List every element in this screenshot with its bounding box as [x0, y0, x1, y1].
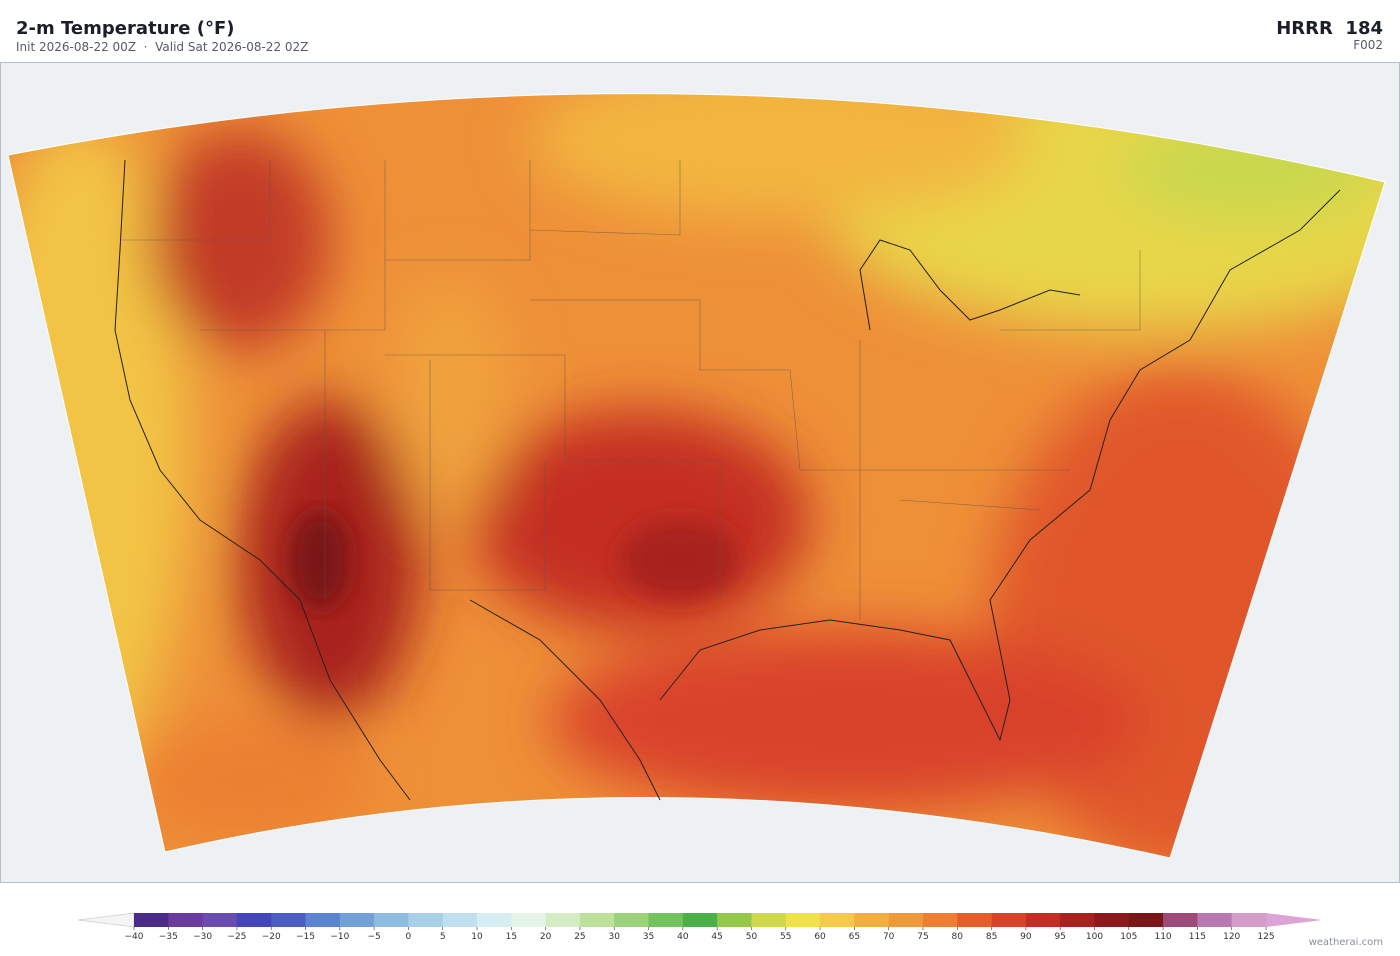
tick-label: −30: [193, 932, 212, 942]
tick-label: 100: [1086, 932, 1103, 942]
tick-label: 25: [574, 932, 585, 942]
tick-label: 90: [1020, 932, 1032, 942]
tick-label: 0: [406, 932, 412, 942]
tick-label: 10: [471, 932, 483, 942]
tick-label: 35: [643, 932, 654, 942]
tick-label: 5: [440, 932, 446, 942]
colorbar-segment: [682, 913, 718, 927]
colorbar-segment: [134, 913, 169, 927]
colorbar-segment: [648, 913, 684, 927]
tick-label: 60: [814, 932, 826, 942]
tick-label: −25: [227, 932, 246, 942]
credit: weatherai.com: [1309, 937, 1383, 948]
tick-label: 55: [780, 932, 791, 942]
colorbar: −40 −35 −30 −25 −20 −15 −10 −5 0 5 10 15 20 25 30 35 40 4…: [77, 912, 1322, 942]
tick-label: −20: [262, 932, 281, 942]
tick-label: 40: [677, 932, 689, 942]
title: 2-m Temperature (°F): [16, 18, 235, 39]
tick-label: 105: [1120, 932, 1137, 942]
tick-label: 85: [986, 932, 997, 942]
colorbar-segment: [408, 913, 444, 927]
tick-label: 20: [540, 932, 552, 942]
colorbar-segment: [374, 913, 409, 927]
tick-label: 95: [1054, 932, 1065, 942]
tick-label: −35: [159, 932, 178, 942]
tick-label: 45: [711, 932, 722, 942]
colorbar-over: [1266, 913, 1322, 927]
map: [0, 62, 1400, 883]
colorbar-segment: [717, 913, 752, 927]
colorbar-segment: [236, 913, 272, 927]
tick-label: −40: [125, 932, 144, 942]
colorbar-segment: [579, 913, 615, 927]
tick-label: 50: [746, 932, 758, 942]
colorbar-segment: [545, 913, 581, 927]
colorbar-segment: [991, 913, 1027, 927]
colorbar-segment: [511, 913, 546, 927]
colorbar-segment: [1094, 913, 1130, 927]
colorbar-segment: [1163, 913, 1198, 927]
tick-label: −15: [296, 932, 315, 942]
tick-label: 120: [1223, 932, 1240, 942]
colorbar-segment: [339, 913, 375, 927]
tick-label: 125: [1257, 932, 1274, 942]
colorbar-segment: [1231, 913, 1267, 927]
tick-label: 70: [883, 932, 895, 942]
tick-label: 15: [506, 932, 517, 942]
colorbar-segment: [271, 913, 306, 927]
colorbar-segment: [888, 913, 924, 927]
subtitle: Init 2026-08-22 00Z · Valid Sat 2026-08-…: [16, 40, 308, 54]
colorbar-segment: [785, 913, 821, 927]
colorbar-segment: [305, 913, 341, 927]
model: HRRR 184: [1276, 18, 1383, 39]
colorbar-under: [77, 912, 135, 928]
colorbar-segment: [1197, 913, 1232, 927]
colorbar-segment: [614, 913, 649, 927]
colorbar-segment: [1128, 913, 1164, 927]
colorbar-segment: [820, 913, 855, 927]
colorbar-segment: [751, 913, 787, 927]
colorbar-segment: [477, 913, 512, 927]
colorbar-segment: [1025, 913, 1061, 927]
colorbar-segment: [168, 913, 203, 927]
tick-label: 75: [917, 932, 928, 942]
tick-label: −5: [367, 932, 380, 942]
colorbar-segment: [957, 913, 992, 927]
tick-label: 115: [1189, 932, 1206, 942]
colorbar-segment: [922, 913, 958, 927]
colorbar-segment: [854, 913, 889, 927]
colorbar-segment: [442, 913, 478, 927]
tick-label: 30: [609, 932, 621, 942]
tick-label: 80: [952, 932, 964, 942]
colorbar-segment: [202, 913, 238, 927]
colorbar-segment: [1060, 913, 1095, 927]
tick-label: 110: [1154, 932, 1171, 942]
tick-label: −10: [330, 932, 349, 942]
forecast-hour: F002: [1353, 38, 1383, 52]
tick-label: 65: [849, 932, 860, 942]
